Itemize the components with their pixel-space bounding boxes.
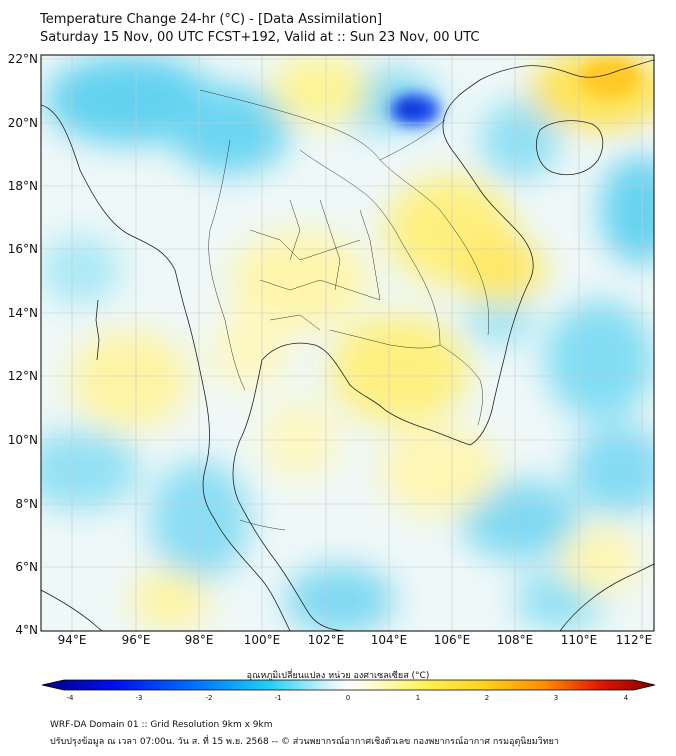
lat-label: 8°N — [15, 497, 38, 511]
lon-label: 94°E — [57, 633, 87, 647]
coastlines — [41, 59, 654, 631]
map-title: Temperature Change 24-hr (°C) - [Data As… — [40, 12, 383, 27]
lon-label: 112°E — [615, 633, 653, 647]
map-subtitle: Saturday 15 Nov, 00 UTC FCST+192, Valid … — [40, 30, 480, 45]
colorbar-tick: 3 — [553, 694, 559, 702]
lon-label: 106°E — [433, 633, 471, 647]
colorbar-tick: -1 — [274, 694, 282, 702]
lat-label: 14°N — [7, 306, 38, 320]
lon-label: 102°E — [307, 633, 345, 647]
colorbar-tick: -4 — [66, 694, 74, 702]
colorbar-tick: 2 — [484, 694, 490, 702]
lat-label: 6°N — [15, 560, 38, 574]
lat-label: 18°N — [7, 179, 38, 193]
lat-label: 4°N — [15, 623, 38, 637]
map-frame — [40, 54, 655, 632]
footer-domain-info: WRF-DA Domain 01 :: Grid Resolution 9km … — [50, 720, 273, 730]
colorbar — [41, 679, 656, 691]
lon-label: 96°E — [121, 633, 151, 647]
lon-label: 110°E — [560, 633, 598, 647]
colorbar-tick: -2 — [205, 694, 213, 702]
colorbar-tick: 1 — [415, 694, 421, 702]
graticule — [41, 55, 654, 631]
temperature-field — [41, 55, 654, 631]
lon-label: 104°E — [370, 633, 408, 647]
lon-label: 100°E — [243, 633, 281, 647]
lat-label: 10°N — [7, 433, 38, 447]
lat-label: 12°N — [7, 369, 38, 383]
footer-credit: ปรับปรุงข้อมูล ณ เวลา 07:00น. วัน ส. ที่… — [50, 737, 559, 747]
lat-label: 22°N — [7, 52, 38, 66]
colorbar-tick: 0 — [345, 694, 351, 702]
lat-label: 20°N — [7, 116, 38, 130]
lat-label: 16°N — [7, 242, 38, 256]
country-borders — [199, 89, 489, 531]
colorbar-tick: 4 — [623, 694, 629, 702]
colorbar-title: อุณหภูมิเปลี่ยนแปลง หน่วย องศาเซลเซียส (… — [246, 671, 430, 681]
lon-label: 98°E — [184, 633, 214, 647]
lon-label: 108°E — [496, 633, 534, 647]
colorbar-tick: -3 — [135, 694, 143, 702]
